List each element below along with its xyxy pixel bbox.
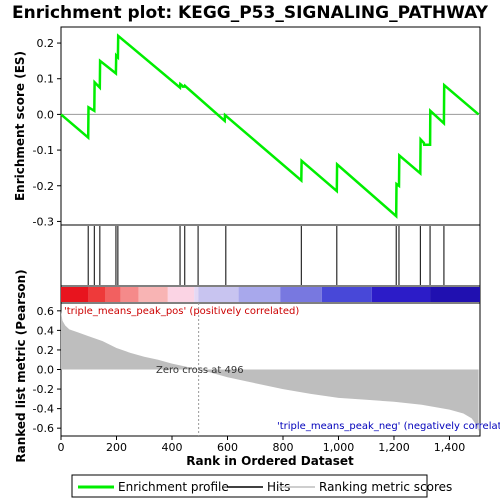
colorbar-segment	[105, 287, 121, 302]
rank-y-ticks: -0.6 -0.4 -0.2 0.0 0.2 0.4 0.6	[33, 305, 61, 435]
es-y-tick-label: -0.2	[33, 180, 54, 193]
hit-markers	[87, 226, 445, 285]
ranking-panel: -0.6 -0.4 -0.2 0.0 0.2 0.4 0.6 0 200 400 600 800 1,…	[14, 269, 500, 468]
rank-colorbar-panel	[60, 285, 481, 304]
colorbar-segments	[61, 287, 480, 302]
legend-enrichment-label: Enrichment profile	[118, 480, 229, 494]
rank-x-tick-label: 0	[58, 441, 65, 454]
rank-y-tick-label: -0.4	[33, 403, 54, 416]
hits-panel	[60, 224, 481, 287]
rank-x-tick-label: 800	[272, 441, 293, 454]
rank-y-tick-label: 0.4	[37, 324, 55, 337]
es-y-tick-label: -0.3	[33, 215, 54, 228]
rank-x-axis-label: Rank in Ordered Dataset	[186, 454, 354, 468]
negative-correlation-label: 'triple_means_peak_neg' (negatively corr…	[277, 421, 500, 432]
rank-x-tick-label: 200	[106, 441, 127, 454]
rank-x-tick-label: 600	[217, 441, 238, 454]
legend-ranking-label: Ranking metric scores	[319, 480, 452, 494]
enrichment-frame	[60, 26, 481, 226]
rank-y-tick-label: -0.6	[33, 422, 54, 435]
hits-frame	[60, 224, 481, 287]
legend-box	[71, 474, 428, 498]
colorbar-segment	[61, 287, 89, 302]
enrichment-profile-line	[60, 33, 480, 219]
es-y-tick-label: 0.0	[37, 108, 55, 121]
rank-y-tick-label: 0.6	[37, 305, 55, 318]
rank-y-tick-label: 0.2	[37, 344, 55, 357]
colorbar-segment	[88, 287, 106, 302]
legend-hits-label: Hits	[267, 480, 290, 494]
colorbar-segment	[280, 287, 322, 302]
rank-y-tick-label: 0.0	[37, 364, 55, 377]
rank-y-tick-label: -0.2	[33, 383, 54, 396]
ranking-metric-area	[61, 310, 479, 432]
rank-x-tick-label: 1,200	[378, 441, 410, 454]
colorbar-segment	[167, 287, 195, 302]
rank-x-tick-label: 400	[161, 441, 182, 454]
colorbar-segment	[321, 287, 372, 302]
es-y-tick-label: -0.1	[33, 144, 54, 157]
rank-x-tick-label: 1,400	[434, 441, 466, 454]
es-y-ticks: -0.3 -0.2 -0.1 0.0 0.1 0.2	[33, 37, 61, 228]
es-y-axis-label: Enrichment score (ES)	[13, 51, 27, 201]
enrichment-panel: -0.3 -0.2 -0.1 0.0 0.1 0.2 Enrichment score (…	[13, 26, 481, 228]
es-y-tick-label: 0.2	[37, 37, 55, 50]
positive-correlation-label: 'triple_means_peak_pos' (positively corr…	[64, 306, 299, 317]
es-y-tick-label: 0.1	[37, 73, 55, 86]
colorbar-segment	[138, 287, 168, 302]
colorbar-segment	[198, 287, 239, 302]
colorbar-segment	[194, 287, 199, 302]
colorbar-segment	[430, 287, 480, 302]
rank-x-tick-label: 1,000	[323, 441, 355, 454]
legend: Enrichment profile Hits Ranking metric s…	[71, 474, 452, 498]
colorbar-segment	[238, 287, 281, 302]
rank-x-ticks: 0 200 400 600 800 1,000 1,200 1,400	[58, 436, 466, 454]
zero-cross-label: Zero cross at 496	[156, 365, 244, 376]
colorbar-segment	[371, 287, 431, 302]
rank-y-axis-label: Ranked list metric (Pearson)	[14, 269, 28, 462]
chart-title: Enrichment plot: KEGG_P53_SIGNALING_PATH…	[12, 3, 489, 23]
colorbar-segment	[120, 287, 139, 302]
